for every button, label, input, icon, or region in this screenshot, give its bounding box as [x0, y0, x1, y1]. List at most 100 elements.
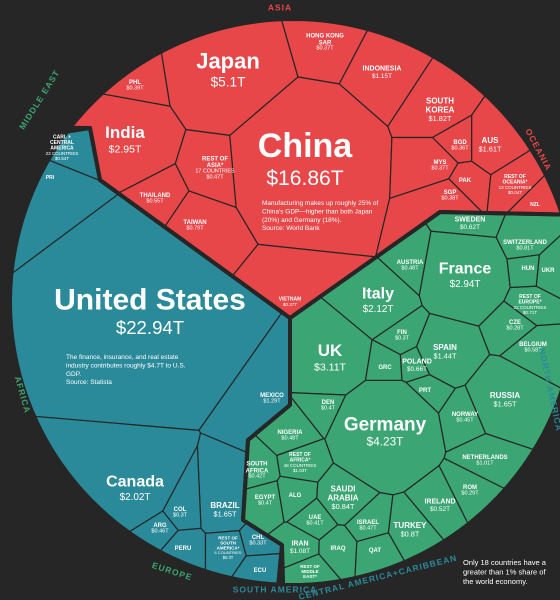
country-value: $1.44T	[434, 351, 457, 360]
country-value: $4.23T	[367, 436, 404, 449]
country-name: Italy	[362, 286, 394, 303]
country-name: DEN	[322, 399, 335, 405]
country-name: United States	[54, 284, 246, 317]
country-value: $0.71T	[523, 310, 537, 315]
country-value: $0.37T	[431, 166, 449, 172]
country-name: REST OF ASIA*	[202, 156, 228, 169]
country-cell	[405, 374, 456, 414]
country-value: $0.84T	[332, 502, 355, 511]
country-name: TAIWAN	[183, 219, 206, 225]
country-name: ARG	[153, 522, 167, 528]
country-value: $0.47T	[206, 175, 224, 181]
country-name: ALG	[289, 493, 302, 499]
country-name: ROM	[463, 484, 477, 490]
country-name: EGYPT	[255, 494, 276, 500]
country-name: SPAIN	[433, 343, 457, 352]
region-label: SOUTH AMERICA	[233, 584, 317, 594]
country-name: Germany	[344, 414, 427, 435]
country-value: $1.61T	[479, 144, 502, 153]
country-value: $1.15T	[372, 73, 392, 80]
country-note: 17 COUNTRIES	[195, 169, 235, 175]
country-name: NETHERLANDS	[462, 454, 507, 460]
country-value: $0.29T	[461, 491, 479, 497]
country-name: UKR	[542, 268, 556, 274]
country-value: $1.82T	[429, 114, 452, 123]
country-name: QAT	[369, 548, 382, 554]
country-name: SWITZERLAND	[503, 239, 547, 245]
country-value: $22.94T	[116, 317, 184, 338]
country-name: NORWAY	[452, 411, 478, 417]
annotation-text: The finance, insurance, and real estate i…	[66, 354, 186, 378]
country-value: $0.33T	[249, 541, 267, 547]
country-value: $0.4T	[321, 406, 336, 412]
country-name: FIN	[397, 329, 407, 335]
outer-ring	[8, 17, 560, 587]
country-value: $0.48T	[281, 436, 299, 442]
country-value: $0.36T	[451, 146, 469, 152]
country-name: ISRAEL	[357, 519, 379, 525]
country-name: NIGERIA	[277, 429, 303, 435]
country-value: $2.12T	[363, 304, 394, 315]
country-value: $0.66T	[407, 366, 427, 373]
country-name: SOUTH AFRICA	[246, 461, 269, 474]
country-name: MEXICO	[260, 392, 284, 398]
country-name: BELGIUM	[519, 341, 547, 347]
country-name: BGD	[453, 139, 467, 145]
country-name: PAK	[459, 178, 472, 184]
country-name: REST OF OCEANIA*	[502, 174, 527, 186]
annotation-source: Source: Statista	[66, 379, 112, 386]
country-name: GRC	[378, 365, 392, 371]
country-name: AUS	[482, 136, 500, 145]
country-value: $0.55T	[146, 199, 164, 205]
country-name: China	[258, 127, 354, 165]
country-value: $0.37T	[316, 46, 334, 52]
country-name: PHL	[129, 79, 141, 85]
country-value: $0.38T	[441, 196, 459, 202]
country-cell	[364, 339, 403, 381]
country-name: PERU	[175, 546, 192, 552]
country-note: 22 COUNTRIES	[514, 305, 547, 310]
country-note: 6 COUNTRIES	[214, 550, 242, 555]
country-value: $0.81T	[516, 246, 534, 252]
country-name: ECU	[254, 568, 267, 574]
country-value: $1.65T	[214, 509, 237, 518]
country-value: $0.3T	[223, 555, 234, 560]
country-name: SOUTH KOREA	[426, 97, 455, 115]
country-value: $0.39T	[126, 86, 144, 92]
country-value: $2.94T	[450, 279, 481, 290]
country-value: $3.11T	[314, 361, 347, 373]
country-value: $2.95T	[109, 143, 142, 155]
country-name: PRT	[419, 388, 431, 394]
country-name: IRAN	[291, 540, 308, 547]
country-name: France	[439, 261, 492, 278]
country-name: REST OF SOUTH AMERICA*	[217, 536, 240, 551]
country-value: $2.02T	[120, 492, 151, 503]
country-value: $0.46T	[151, 529, 169, 535]
country-name: SWEDEN	[455, 216, 486, 223]
country-value: $0.62T	[460, 224, 480, 231]
country-name: CZE	[509, 319, 521, 325]
country-value: $0.37T	[283, 302, 297, 307]
country-cell	[437, 384, 487, 453]
country-name: NZL	[530, 202, 540, 208]
country-name: IRAQ	[331, 546, 346, 552]
country-value: $0.48T	[401, 266, 419, 272]
country-name: AUSTRIA	[397, 259, 424, 265]
annotation-source: Source: World Bank	[262, 225, 320, 232]
country-name: BRAZIL	[210, 501, 239, 510]
region-label: ASIA	[268, 2, 292, 12]
country-value: $1.29T	[263, 399, 281, 405]
country-name: India	[105, 124, 145, 143]
country-name: REST OF MIDDLE EAST*	[300, 564, 320, 579]
annotation-text: Manufacturing makes up roughly 25% of Chi…	[262, 200, 379, 224]
country-note: 23 COUNTRIES	[46, 151, 79, 156]
country-value: $0.3T	[173, 513, 188, 519]
country-cell	[535, 235, 560, 299]
country-name: REST OF EUROPE*	[518, 294, 541, 306]
country-value: $0.04T	[508, 190, 522, 195]
country-value: $16.86T	[266, 167, 343, 190]
country-value: $0.47T	[359, 526, 377, 532]
country-name: TURKEY	[394, 521, 428, 530]
